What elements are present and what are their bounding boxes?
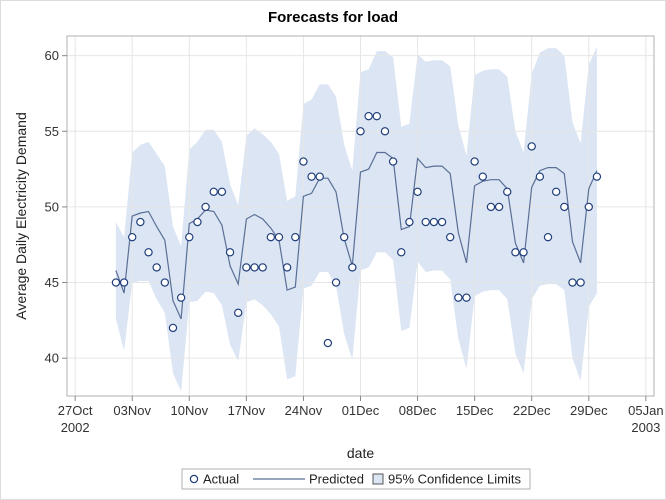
actual-point: [478, 172, 487, 181]
actual-point: [364, 111, 373, 121]
legend-actual-marker: [189, 474, 199, 484]
actual-point: [421, 217, 430, 227]
actual-point: [152, 263, 161, 272]
actual-point: [193, 217, 202, 227]
actual-point: [274, 232, 284, 242]
actual-point: [209, 187, 218, 196]
actual-point: [111, 278, 121, 287]
actual-point: [299, 157, 308, 166]
actual-point: [323, 338, 333, 348]
x-tick-label: 01Dec: [342, 403, 380, 418]
x-tick-label: 24Nov: [285, 403, 323, 418]
actual-point: [543, 232, 553, 242]
legend-band-label: 95% Confidence Limits: [388, 472, 521, 487]
actual-point: [128, 232, 137, 242]
actual-point: [258, 263, 267, 272]
actual-point: [470, 157, 479, 166]
x-tick-label: 05Jan: [628, 403, 663, 418]
y-axis-title: Average Daily Electricity Demand: [13, 112, 29, 320]
actual-point: [454, 293, 463, 302]
actual-point: [315, 172, 324, 181]
actual-point: [568, 278, 577, 287]
actual-point: [486, 202, 496, 212]
x-tick-label: 03Nov: [113, 403, 151, 418]
actual-point: [413, 187, 422, 196]
actual-point: [527, 142, 536, 151]
actual-point: [201, 202, 210, 212]
actual-point: [266, 232, 276, 242]
x-tick-label: 08Dec: [399, 403, 437, 418]
y-tick-label: 40: [45, 351, 59, 366]
x-tick-sublabel: 2002: [61, 420, 90, 435]
actual-point: [250, 263, 259, 272]
actual-point: [519, 248, 528, 257]
actual-point: [372, 111, 382, 121]
actual-point: [576, 278, 585, 287]
actual-point: [429, 217, 439, 227]
actual-point: [136, 217, 145, 227]
actual-point: [592, 172, 602, 181]
x-axis-title: date: [347, 445, 374, 461]
actual-point: [339, 232, 349, 242]
actual-point: [405, 217, 414, 227]
y-tick-label: 60: [45, 48, 59, 63]
actual-point: [356, 127, 365, 136]
legend-predicted-label: Predicted: [309, 472, 364, 487]
actual-point: [168, 323, 178, 333]
actual-point: [348, 263, 357, 272]
actual-point: [551, 187, 561, 196]
actual-point: [462, 293, 471, 302]
actual-point: [144, 248, 153, 257]
actual-point: [445, 232, 455, 242]
actual-point: [494, 202, 504, 212]
actual-point: [503, 187, 512, 196]
actual-point: [584, 202, 593, 212]
x-tick-label: 22Dec: [513, 403, 551, 418]
actual-point: [176, 293, 186, 302]
x-tick-label: 10Nov: [171, 403, 209, 418]
actual-point: [331, 278, 341, 287]
actual-point: [388, 157, 398, 166]
chart-title: Forecasts for load: [267, 9, 399, 26]
actual-point: [307, 172, 316, 181]
y-tick-label: 45: [45, 275, 59, 290]
legend-box: [181, 468, 531, 490]
actual-point: [380, 127, 390, 136]
actual-point: [291, 232, 300, 242]
actual-point: [437, 217, 447, 227]
actual-point: [217, 187, 227, 196]
actual-point: [535, 172, 545, 181]
actual-point: [511, 248, 520, 257]
actual-point: [234, 308, 243, 318]
x-tick-label: 17Nov: [228, 403, 266, 418]
actual-point: [282, 263, 292, 272]
actual-point: [397, 248, 406, 257]
x-tick-sublabel: 2003: [631, 420, 660, 435]
legend-actual-label: Actual: [203, 472, 239, 487]
y-tick-label: 55: [45, 124, 59, 139]
actual-point: [160, 278, 170, 287]
actual-point: [185, 232, 194, 242]
actual-point: [225, 248, 235, 257]
actual-point: [242, 263, 251, 272]
x-tick-label: 29Dec: [570, 403, 608, 418]
actual-point: [119, 278, 129, 287]
legend-band-swatch: [372, 473, 384, 485]
y-tick-label: 50: [45, 199, 59, 214]
x-tick-label: 15Dec: [456, 403, 494, 418]
actual-point: [560, 202, 569, 212]
x-tick-label: 27Oct: [58, 403, 93, 418]
